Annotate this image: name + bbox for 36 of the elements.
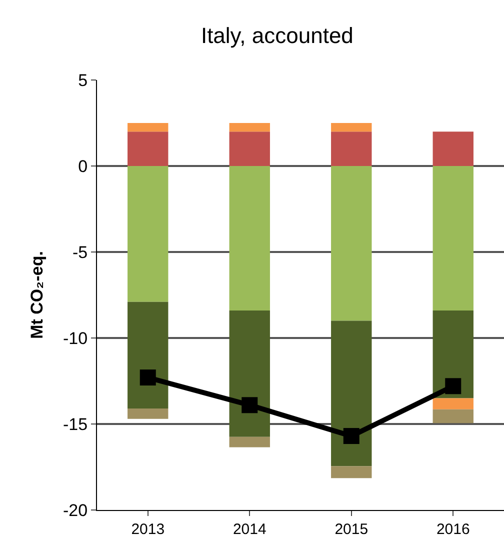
point: [242, 397, 258, 414]
x-tick-label: 2014: [232, 521, 266, 538]
bar: [331, 123, 372, 132]
bar: [229, 166, 270, 310]
x-tick-label: 2013: [131, 521, 165, 538]
bar: [331, 320, 372, 466]
bar: [229, 436, 270, 448]
x-tick-label: 2015: [334, 521, 368, 538]
bar: [128, 166, 168, 302]
bar: [432, 409, 474, 424]
y-tick-label: 5: [78, 70, 88, 90]
y-tick-label: -10: [63, 328, 88, 348]
bar: [331, 466, 372, 478]
y-tick-label: -20: [63, 500, 88, 520]
bar: [432, 166, 474, 310]
bar: [128, 132, 168, 166]
bar: [128, 123, 168, 132]
bar: [432, 398, 474, 410]
y-tick-label: -15: [63, 414, 88, 434]
y-tick-label: -5: [72, 242, 88, 262]
bar: [331, 132, 372, 166]
bar: [331, 166, 372, 321]
point: [343, 428, 360, 444]
bar: [229, 132, 270, 166]
y-axis-title: Mt CO₂-eq.: [28, 251, 47, 339]
y-tick-label: 0: [78, 156, 88, 176]
bar: [128, 302, 168, 409]
point: [445, 378, 462, 394]
bar: [432, 310, 474, 398]
bar: [229, 123, 270, 132]
x-tick-label: 2016: [436, 521, 470, 538]
bar: [432, 132, 474, 166]
bar: [128, 408, 168, 419]
point: [140, 370, 156, 386]
bar: [229, 310, 270, 437]
chart-title: Italy, accounted: [200, 22, 354, 48]
